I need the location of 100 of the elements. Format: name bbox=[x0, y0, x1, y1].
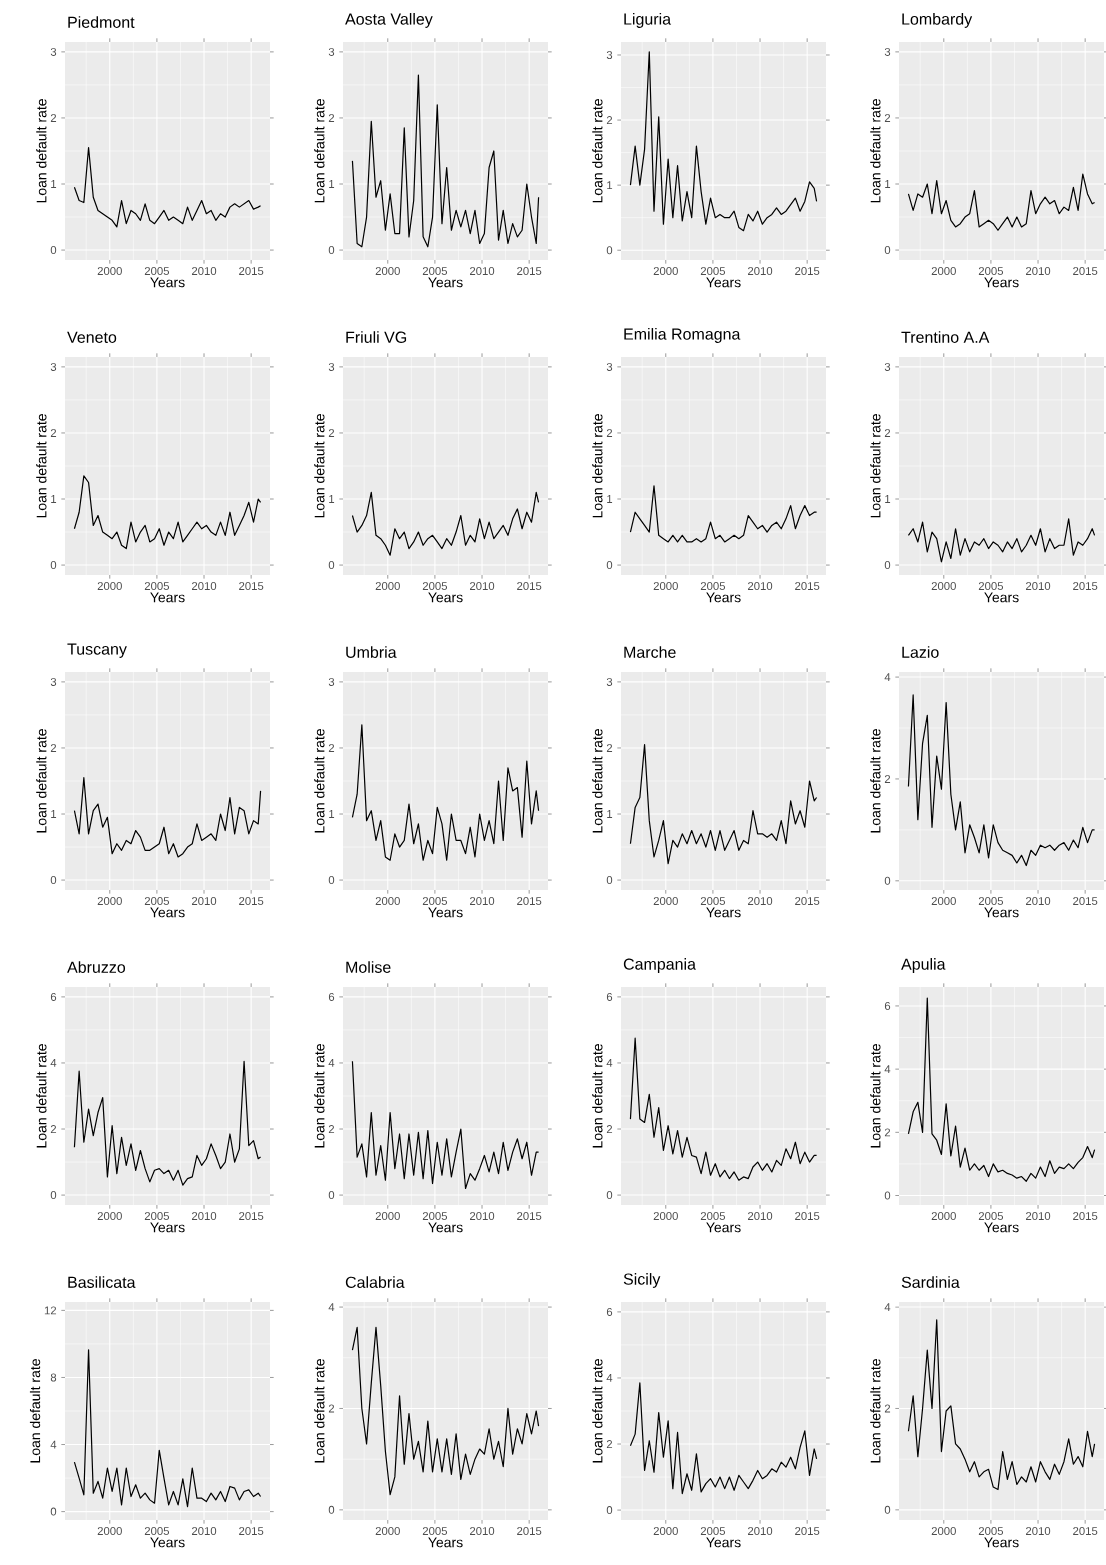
y-tick-label: 1 bbox=[607, 810, 613, 818]
y-tick-label: 2 bbox=[884, 775, 891, 783]
line-series bbox=[73, 777, 262, 858]
chart-title: Abruzzo bbox=[67, 961, 126, 973]
x-tick-label: 2015 bbox=[239, 1212, 264, 1221]
y-tick-label: 4 bbox=[884, 1303, 891, 1311]
y-tick-label: 0 bbox=[50, 561, 57, 570]
chart-title: Marche bbox=[624, 646, 676, 658]
x-axis-title: Years bbox=[150, 907, 185, 918]
x-axis-title: Years bbox=[150, 592, 185, 603]
x-tick-label: 2005 bbox=[978, 582, 1004, 591]
chart-title: Trentino A.A bbox=[901, 331, 990, 343]
y-tick-label: 3 bbox=[50, 362, 57, 371]
x-tick-label: 2015 bbox=[239, 1527, 264, 1536]
x-axis-title: Years bbox=[984, 592, 1019, 603]
y-tick-label: 3 bbox=[50, 677, 57, 686]
x-tick-label: 2010 bbox=[747, 582, 773, 591]
x-tick-label: 2000 bbox=[653, 1527, 678, 1536]
y-axis-title: Loan default rate bbox=[870, 729, 881, 833]
y-axis-title: Loan default rate bbox=[870, 1044, 881, 1148]
x-axis-title: Years bbox=[706, 1222, 741, 1233]
x-tick-label: 2010 bbox=[747, 1212, 773, 1221]
x-tick-label: 2005 bbox=[978, 897, 1004, 906]
y-tick-label: 2 bbox=[328, 114, 335, 122]
x-axis-title: Years bbox=[150, 1222, 185, 1233]
y-axis-title: Loan default rate bbox=[314, 1359, 325, 1463]
y-tick-label: 4 bbox=[50, 1440, 57, 1449]
y-tick-label: 4 bbox=[328, 1303, 335, 1311]
y-tick-label: 0 bbox=[884, 876, 891, 885]
y-tick-label: 2 bbox=[606, 116, 613, 125]
y-axis-title: Loan default rate bbox=[36, 99, 47, 203]
y-tick-label: 4 bbox=[328, 1059, 335, 1067]
line-series bbox=[351, 1326, 540, 1496]
chart-title: Aosta Valley bbox=[345, 13, 433, 28]
y-tick-label: 2 bbox=[884, 429, 891, 437]
y-tick-label: 1 bbox=[51, 495, 57, 503]
y-tick-label: 1 bbox=[329, 810, 335, 818]
y-tick-label: 0 bbox=[328, 876, 335, 885]
x-tick-label: 2010 bbox=[469, 1212, 495, 1221]
y-tick-label: 1 bbox=[329, 180, 335, 188]
x-tick-label: 2015 bbox=[239, 267, 264, 276]
line-series bbox=[629, 744, 818, 865]
y-axis-title: Loan default rate bbox=[592, 414, 603, 518]
line-series bbox=[73, 475, 262, 550]
x-tick-label: 2010 bbox=[469, 267, 495, 276]
x-tick-label: 2000 bbox=[931, 1527, 956, 1536]
x-tick-label: 2005 bbox=[700, 267, 726, 276]
y-tick-label: 3 bbox=[328, 47, 335, 56]
y-tick-label: 3 bbox=[328, 677, 335, 686]
chart-title: Piedmont bbox=[68, 16, 135, 28]
line-series bbox=[907, 1319, 1096, 1491]
x-tick-label: 2015 bbox=[795, 582, 820, 591]
x-tick-label: 2005 bbox=[700, 1212, 726, 1221]
line-series bbox=[351, 1060, 540, 1190]
chart-title: Molise bbox=[346, 961, 391, 973]
x-tick-label: 2000 bbox=[931, 267, 956, 276]
y-axis-title: Loan default rate bbox=[36, 1044, 47, 1148]
y-tick-label: 0 bbox=[884, 246, 891, 255]
y-axis-title: Loan default rate bbox=[314, 729, 325, 833]
y-tick-label: 0 bbox=[50, 876, 57, 885]
line-series bbox=[629, 51, 818, 232]
y-tick-label: 0 bbox=[606, 1506, 613, 1515]
y-tick-label: 3 bbox=[884, 47, 891, 56]
x-tick-label: 2000 bbox=[653, 897, 678, 906]
y-tick-label: 2 bbox=[884, 1404, 891, 1413]
x-tick-label: 2000 bbox=[97, 1212, 122, 1221]
y-tick-label: 0 bbox=[606, 246, 613, 255]
line-series bbox=[629, 1037, 818, 1181]
y-tick-label: 0 bbox=[50, 246, 57, 255]
x-axis-title: Years bbox=[706, 277, 741, 288]
x-axis-title: Years bbox=[706, 592, 741, 603]
y-tick-label: 0 bbox=[328, 246, 335, 255]
chart-title: Sardinia bbox=[901, 1276, 960, 1288]
x-tick-label: 2010 bbox=[191, 267, 217, 276]
chart-title: Lazio bbox=[902, 646, 939, 658]
y-axis-title: Loan default rate bbox=[592, 1044, 603, 1148]
x-tick-label: 2005 bbox=[422, 897, 448, 906]
x-tick-label: 2000 bbox=[375, 267, 400, 276]
y-tick-label: 3 bbox=[50, 47, 57, 56]
y-tick-label: 3 bbox=[328, 362, 335, 371]
y-tick-label: 0 bbox=[606, 561, 613, 570]
x-tick-label: 2010 bbox=[747, 1527, 773, 1536]
x-tick-label: 2010 bbox=[191, 897, 217, 906]
x-tick-label: 2010 bbox=[1026, 1527, 1051, 1536]
y-tick-label: 3 bbox=[606, 50, 613, 59]
y-axis-title: Loan default rate bbox=[592, 99, 603, 203]
x-tick-label: 2015 bbox=[795, 897, 820, 906]
chart-title: Friuli VG bbox=[346, 331, 407, 343]
x-tick-label: 2015 bbox=[1073, 1212, 1098, 1221]
y-tick-label: 0 bbox=[884, 1505, 891, 1514]
chart-title: Emilia Romagna bbox=[624, 328, 741, 343]
y-tick-label: 3 bbox=[884, 362, 891, 371]
x-axis-title: Years bbox=[984, 1222, 1019, 1233]
y-tick-label: 0 bbox=[328, 561, 335, 570]
y-axis-title: Loan default rate bbox=[314, 99, 325, 203]
x-tick-label: 2015 bbox=[517, 582, 542, 591]
x-tick-label: 2010 bbox=[1026, 897, 1051, 906]
x-tick-label: 2000 bbox=[375, 1212, 400, 1221]
x-tick-label: 2015 bbox=[239, 897, 264, 906]
x-tick-label: 2010 bbox=[1026, 582, 1051, 591]
